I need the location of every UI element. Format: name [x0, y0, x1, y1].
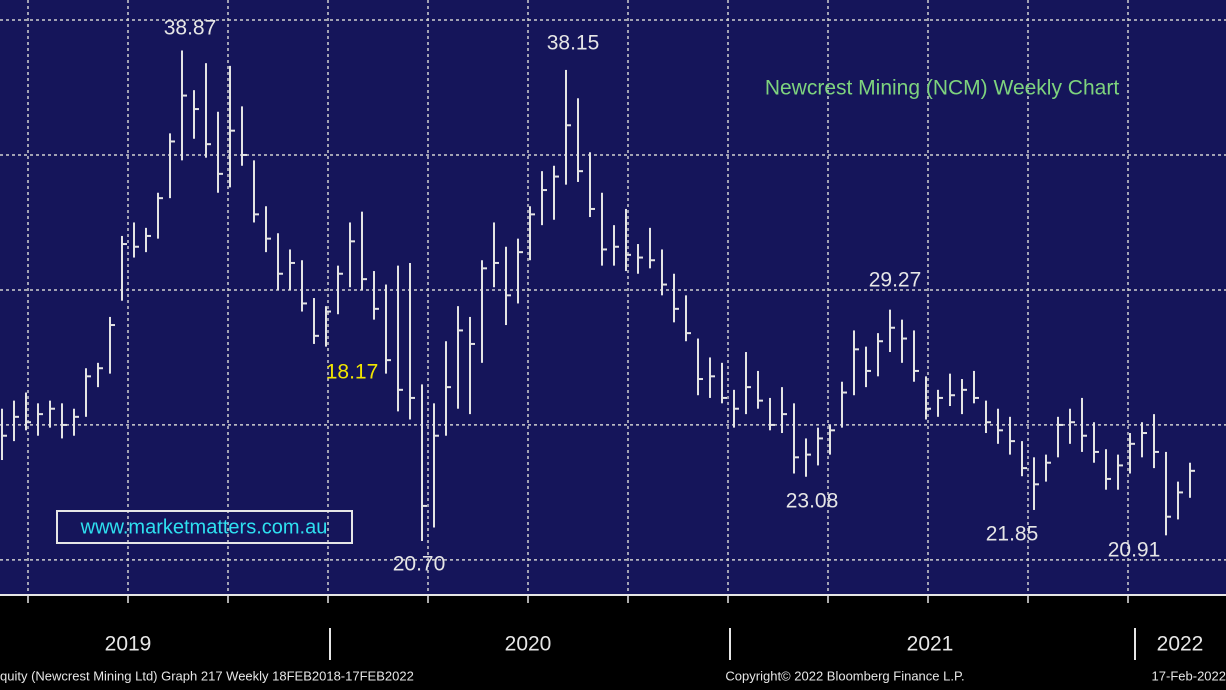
annotation: 20.91	[1108, 539, 1161, 562]
annotation: 38.87	[164, 17, 217, 40]
annotation: 20.70	[393, 553, 446, 576]
watermark: www.marketmatters.com.au	[80, 516, 328, 538]
footer-text: quity (Newcrest Mining Ltd) Graph 217 We…	[0, 668, 414, 683]
layer: 38.87 38.15 29.27 23.08 21.85 20.91 20.70 18.17	[0, 17, 1226, 576]
watermark-box	[56, 510, 353, 544]
footer-text: 17-Feb-2022	[1152, 668, 1226, 683]
annotation: 23.08	[786, 490, 839, 513]
footer-text: Copyright© 2022 Bloomberg Finance L.P.	[725, 668, 964, 683]
annotation: 38.15	[547, 32, 600, 55]
plot-area	[0, 0, 1226, 595]
annotation: 29.27	[869, 269, 922, 292]
x-label: 2021	[907, 633, 954, 656]
x-label: 2020	[505, 633, 552, 656]
annotation: 21.85	[986, 523, 1039, 546]
x-label: 2019	[105, 633, 152, 656]
vertical-grid	[27, 0, 1129, 603]
chart-title: Newcrest Mining (NCM) Weekly Chart	[765, 77, 1120, 100]
annotation: 18.17	[326, 361, 379, 384]
axis-area	[0, 595, 1226, 690]
x-label: 2022	[1157, 633, 1204, 656]
